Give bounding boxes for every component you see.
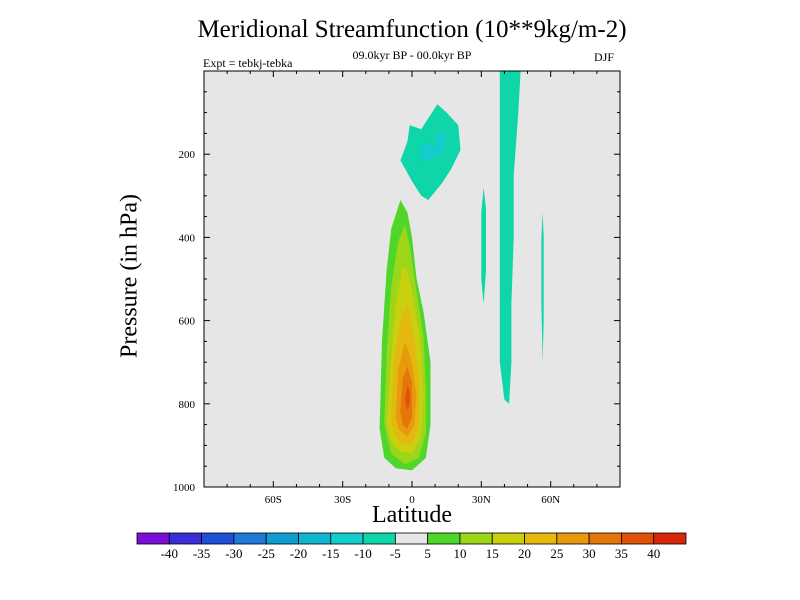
colorbar-swatch bbox=[491, 532, 525, 545]
colorbar-label: -30 bbox=[225, 546, 242, 561]
colorbar-label: -40 bbox=[161, 546, 178, 561]
colorbar-label: 40 bbox=[647, 546, 660, 561]
y-tick-label: 800 bbox=[179, 399, 196, 411]
y-tick-label: 400 bbox=[179, 232, 196, 244]
colorbar-label: 30 bbox=[583, 546, 596, 561]
colorbar-swatch bbox=[524, 532, 558, 545]
colorbar-swatch bbox=[168, 532, 202, 545]
colorbar-swatch bbox=[621, 532, 655, 545]
cell-thin-c bbox=[541, 212, 544, 363]
colorbar-swatch bbox=[427, 532, 461, 545]
cell-thin-a bbox=[481, 187, 486, 304]
y-tick-label: 1000 bbox=[173, 482, 196, 494]
colorbar-label: 15 bbox=[486, 546, 499, 561]
colorbar-swatch bbox=[394, 532, 429, 545]
colorbar-swatch bbox=[233, 532, 267, 545]
colorbar-label: -20 bbox=[290, 546, 307, 561]
chart-title: Meridional Streamfunction (10**9kg/m-2) bbox=[197, 16, 627, 43]
colorbar-swatch bbox=[556, 532, 590, 545]
colorbar-label: -35 bbox=[193, 546, 210, 561]
colorbar-label: 5 bbox=[424, 546, 431, 561]
x-tick-label: 30S bbox=[334, 494, 351, 506]
cell-thin-d bbox=[555, 71, 560, 425]
colorbar-label: -5 bbox=[390, 546, 401, 561]
x-tick-label: 60S bbox=[265, 494, 282, 506]
y-tick-label: 200 bbox=[179, 149, 196, 161]
colorbar-label: 25 bbox=[550, 546, 563, 561]
x-tick-label: 30N bbox=[472, 494, 491, 506]
cell-upper-neg10b bbox=[432, 131, 447, 157]
colorbar-swatch bbox=[362, 532, 396, 545]
colorbar-label: -15 bbox=[322, 546, 339, 561]
colorbar: -40 -35 -30 -25 -20 -15 -10 -5 5 10 15 20 25 30 35 40 bbox=[136, 532, 687, 561]
cell-main-40 bbox=[405, 385, 410, 410]
chart-subtitle: 09.0kyr BP - 00.0kyr BP bbox=[352, 48, 472, 62]
colorbar-swatch bbox=[265, 532, 299, 545]
colorbar-swatch bbox=[588, 532, 622, 545]
cell-thin-b bbox=[536, 220, 542, 375]
cell-jet-neg5 bbox=[499, 71, 521, 404]
colorbar-label: -25 bbox=[258, 546, 275, 561]
colorbar-swatch bbox=[298, 532, 332, 545]
colorbar-swatch bbox=[459, 532, 493, 545]
colorbar-label: 35 bbox=[615, 546, 628, 561]
colorbar-label: 20 bbox=[518, 546, 531, 561]
colorbar-swatch bbox=[330, 532, 364, 545]
y-tick-label: 600 bbox=[179, 316, 196, 328]
colorbar-label: 10 bbox=[453, 546, 466, 561]
colorbar-swatch bbox=[201, 532, 235, 545]
contour-cells bbox=[372, 71, 560, 481]
experiment-label: Expt = tebkj-tebka bbox=[203, 56, 293, 70]
x-axis-title: Latitude bbox=[372, 502, 452, 528]
colorbar-swatch bbox=[653, 532, 687, 545]
season-label: DJF bbox=[594, 50, 615, 64]
cell-upper-neg10 bbox=[418, 141, 436, 162]
axis-ticks: 60S 30S 0 30N 60N 200 400 600 800 1000 bbox=[173, 70, 621, 506]
x-tick-label: 0 bbox=[409, 494, 415, 506]
cell-sh-5 bbox=[423, 175, 463, 454]
x-tick-label: 60N bbox=[541, 494, 560, 506]
colorbar-label: -10 bbox=[354, 546, 371, 561]
colorbar-swatch bbox=[136, 532, 170, 545]
